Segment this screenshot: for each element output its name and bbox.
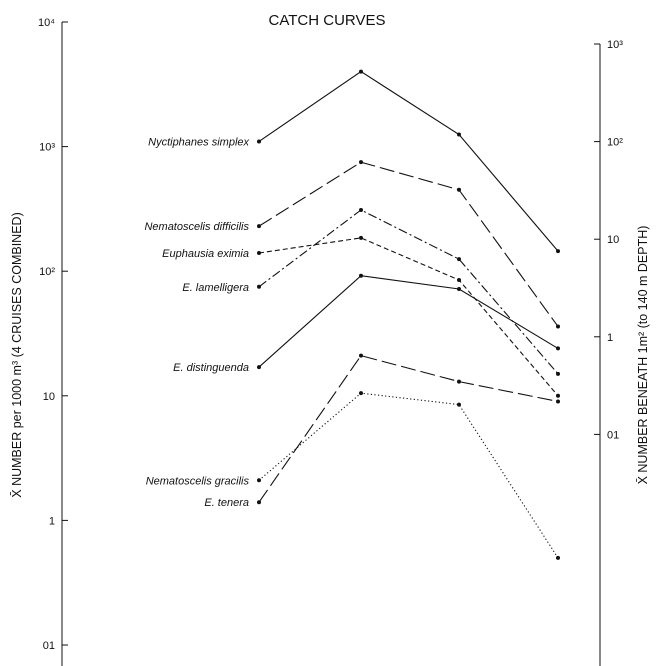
y-axis-label: X̄ NUMBER per 1000 m³ (4 CRUISES COMBINE… (10, 212, 24, 497)
left-tick-label: 10⁴ (38, 17, 55, 29)
data-point-nyctiphanes-simplex-adult (556, 249, 560, 254)
left-y-ticks: 10⁴ 10³ 10² 10 1 01 (38, 17, 68, 652)
left-tick-label: 10³ (39, 142, 55, 154)
left-tick-label: 10 (43, 391, 55, 403)
series-label-nematoscelis-gracilis: Nematoscelis gracilis (146, 475, 250, 487)
data-point-e-distinguenda-juvenile (457, 286, 461, 291)
data-point-nematoscelis-difficilis-juvenile (457, 187, 461, 192)
data-point-e-distinguenda-furcilia (359, 273, 363, 278)
left-tick-label: 10² (39, 266, 55, 278)
left-tick-label: 1 (49, 515, 55, 527)
data-point-e-distinguenda-adult (556, 346, 560, 351)
data-point-e-lamelligera-adult (556, 371, 560, 376)
series-line-nematoscelis-gracilis (258, 392, 559, 559)
chart-title: CATCH CURVES (269, 12, 386, 29)
data-point-euphausia-eximia-adult (556, 393, 560, 398)
data-point-e-lamelligera-furcilia (359, 207, 363, 212)
data-point-nematoscelis-difficilis-calyptopis (257, 224, 261, 229)
y2-axis-label: X̄ NUMBER BENEATH 1m² (to 140 m DEPTH) (636, 226, 650, 485)
data-point-nyctiphanes-simplex-juvenile (457, 132, 461, 137)
right-tick-label: 10³ (607, 39, 623, 51)
right-tick-label: 10 (607, 234, 619, 246)
series-layer (257, 69, 560, 560)
series-label-nyctiphanes-simplex: Nyctiphanes simplex (148, 136, 249, 148)
data-point-euphausia-eximia-furcilia (359, 235, 363, 240)
data-point-nematoscelis-gracilis-juvenile (457, 402, 461, 407)
data-point-euphausia-eximia-calyptopis (257, 250, 261, 255)
series-line-e-distinguenda (258, 275, 559, 368)
data-point-nematoscelis-gracilis-calyptopis (257, 478, 261, 483)
data-point-euphausia-eximia-juvenile (457, 277, 461, 282)
data-point-e-tenera-juvenile (457, 379, 461, 384)
series-line-nematoscelis-difficilis (258, 161, 559, 327)
series-label-e-lamelligera: E. lamelligera (182, 282, 249, 294)
right-y-ticks: 10³ 10² 10 1 01 (594, 39, 623, 441)
data-point-e-tenera-adult (556, 399, 560, 404)
series-line-euphausia-eximia (258, 237, 559, 397)
left-tick-label: 01 (43, 640, 55, 652)
data-point-e-lamelligera-calyptopis (257, 284, 261, 289)
series-line-e-tenera (258, 355, 559, 503)
series-line-e-lamelligera (258, 209, 559, 375)
data-point-nyctiphanes-simplex-furcilia (359, 69, 363, 74)
series-labels: Nyctiphanes simplex Nematoscelis difficil… (144, 136, 249, 509)
data-point-e-tenera-furcilia (359, 353, 363, 358)
series-line-nyctiphanes-simplex (258, 70, 559, 252)
data-point-e-distinguenda-calyptopis (257, 365, 261, 370)
data-point-nyctiphanes-simplex-calyptopis (257, 139, 261, 144)
series-label-e-tenera: E. tenera (204, 497, 249, 509)
right-tick-label: 01 (607, 429, 619, 441)
data-point-nematoscelis-difficilis-adult (556, 324, 560, 329)
data-point-e-tenera-calyptopis (257, 500, 261, 505)
series-label-euphausia-eximia: Euphausia eximia (162, 248, 249, 260)
data-point-e-lamelligera-juvenile (457, 257, 461, 262)
data-point-nematoscelis-gracilis-adult (556, 555, 560, 560)
right-tick-label: 10² (607, 137, 623, 149)
data-point-nematoscelis-gracilis-furcilia (359, 391, 363, 396)
right-tick-label: 1 (607, 332, 613, 344)
data-point-nematoscelis-difficilis-furcilia (359, 160, 363, 165)
series-label-nematoscelis-difficilis: Nematoscelis difficilis (144, 221, 249, 233)
series-label-e-distinguenda: E. distinguenda (173, 362, 249, 374)
